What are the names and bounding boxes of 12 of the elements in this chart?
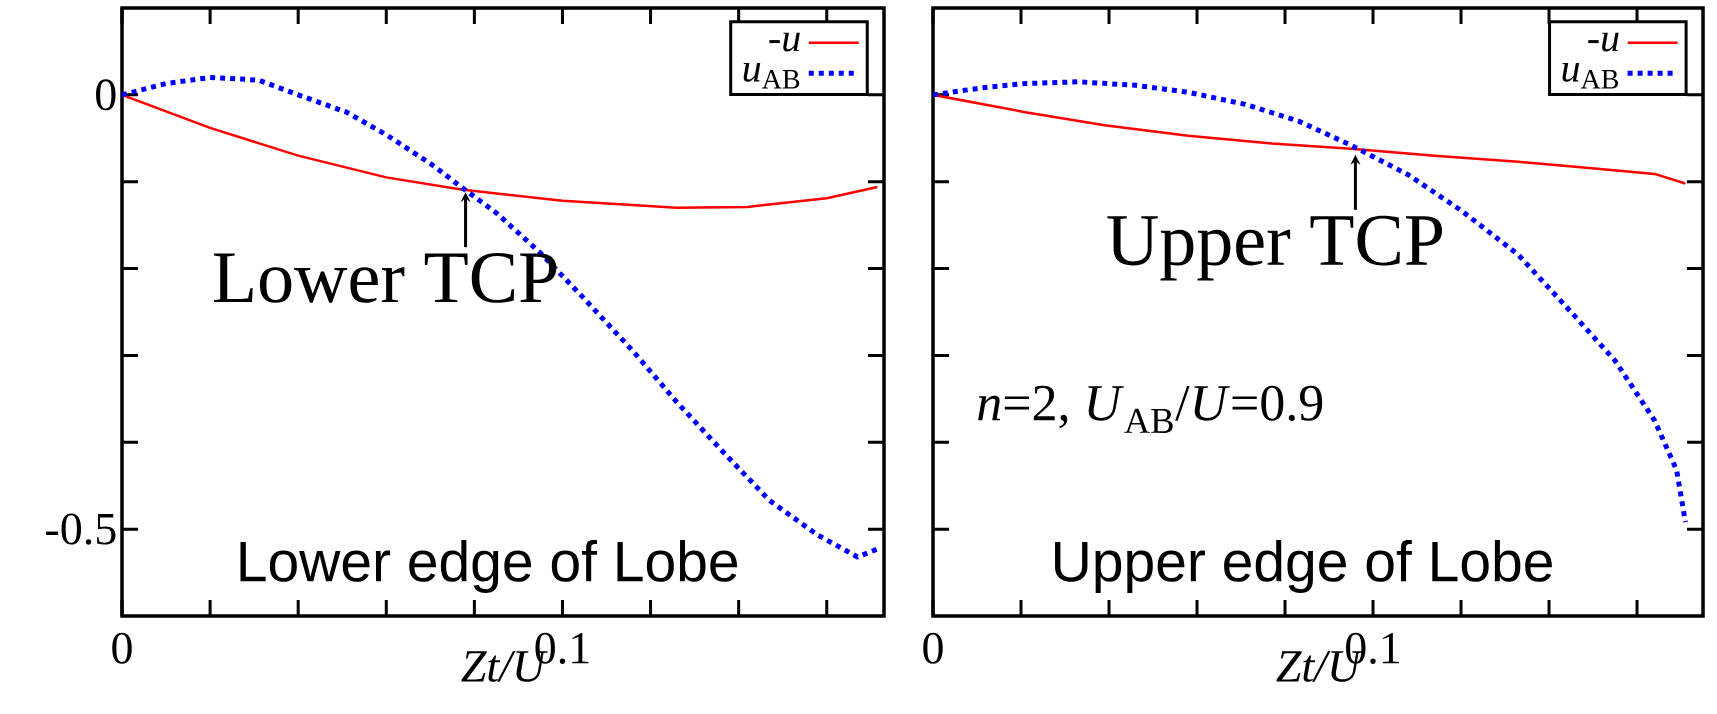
annotation: Upper TCP <box>1107 215 1443 281</box>
x-tick-label: 0 <box>923 632 943 664</box>
annotation: Upper edge of Lobe <box>1055 539 1552 594</box>
legend-label: -u <box>1588 32 1619 52</box>
annotation: Lower edge of Lobe <box>240 539 738 594</box>
y-tick-label: -0.5 <box>46 513 116 545</box>
legend-label: u$_{AB}$ <box>1562 63 1619 89</box>
legend-label: -u <box>769 32 800 52</box>
legend-label: u$_{AB}$ <box>743 63 800 89</box>
annotation: Lower TCP <box>214 253 557 303</box>
annotation: n=2, U$_{AB}$/U=0.9 <box>978 385 1323 433</box>
line-series <box>122 93 879 210</box>
